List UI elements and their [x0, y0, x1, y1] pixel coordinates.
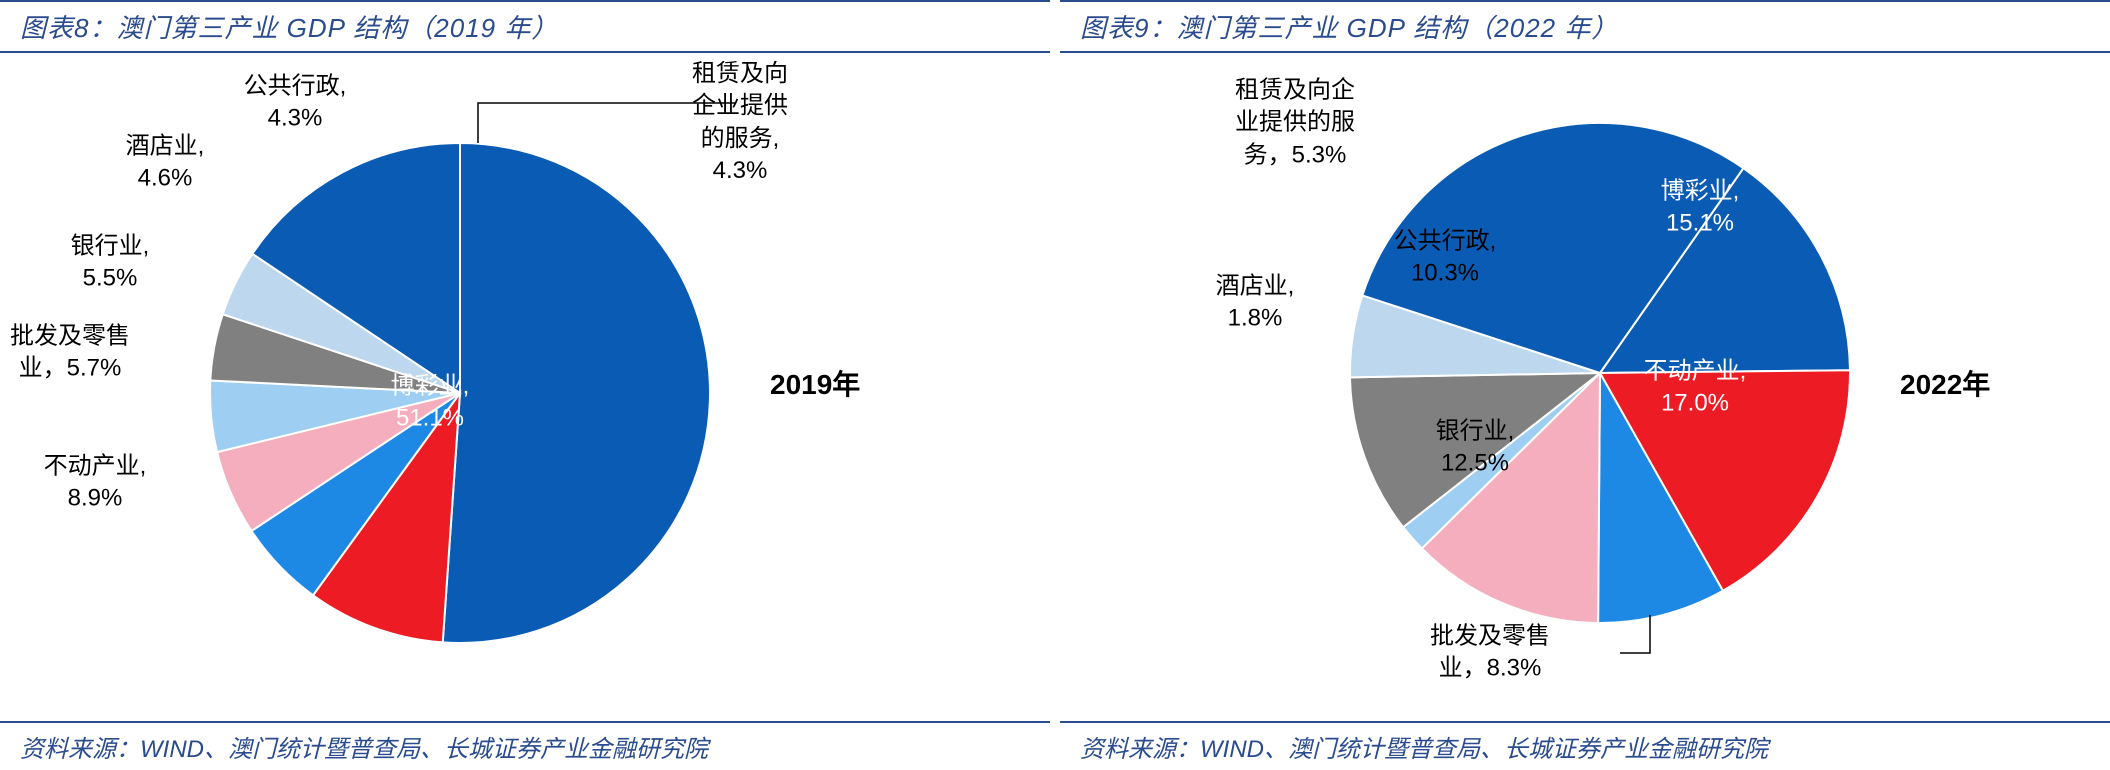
slice-label-酒店业: 酒店业, 1.8%	[1216, 271, 1295, 336]
slice-label-不动产业: 不动产业, 8.9%	[44, 451, 147, 516]
chart-title-2022: 图表9：澳门第三产业 GDP 结构（2022 年）	[1060, 0, 2110, 53]
chart-area-2022: 2022年 博彩业, 15.1% 不动产业, 17.0% 批发及零售 业，8.3% 银…	[1060, 53, 2110, 723]
slice-label-租赁及向企业提供的服务: 租赁及向 企业提供 的服务, 4.3%	[692, 58, 788, 188]
slice-label-公共行政: 公共行政, 10.3%	[1394, 226, 1497, 291]
panel-2019: 图表8：澳门第三产业 GDP 结构（2019 年） 2019年 博彩业, 51.…	[0, 0, 1050, 770]
chart-title-2019: 图表8：澳门第三产业 GDP 结构（2019 年）	[0, 0, 1050, 53]
slice-label-银行业: 银行业, 5.5%	[71, 231, 150, 296]
panel-2022: 图表9：澳门第三产业 GDP 结构（2022 年） 2022年 博彩业, 15.…	[1060, 0, 2110, 770]
slice-label-租赁及向企业提供的服务: 租赁及向企 业提供的服 务，5.3%	[1235, 74, 1355, 171]
slice-label-批发及零售业: 批发及零售 业，5.7%	[10, 321, 130, 386]
slice-label-公共行政: 公共行政, 4.3%	[244, 71, 347, 136]
slice-label-银行业: 银行业, 12.5%	[1436, 416, 1515, 481]
slice-label-博彩业: 博彩业, 15.1%	[1661, 176, 1740, 241]
slice-label-批发及零售业: 批发及零售 业，8.3%	[1430, 621, 1550, 686]
year-label-2022: 2022年	[1900, 363, 1990, 403]
slice-label-不动产业: 不动产业, 17.0%	[1644, 356, 1747, 421]
year-label-2019: 2019年	[770, 363, 860, 403]
chart-area-2019: 2019年 博彩业, 51.1% 不动产业, 8.9% 批发及零售 业，5.7% 银行…	[0, 53, 1050, 723]
slice-label-酒店业: 酒店业, 4.6%	[126, 131, 205, 196]
slice-label-博彩业: 博彩业, 51.1%	[391, 371, 470, 436]
source-2019: 资料来源：WIND、澳门统计暨普查局、长城证券产业金融研究院	[0, 721, 1050, 770]
source-2022: 资料来源：WIND、澳门统计暨普查局、长城证券产业金融研究院	[1060, 721, 2110, 770]
pie-slice-博彩业	[443, 143, 710, 643]
